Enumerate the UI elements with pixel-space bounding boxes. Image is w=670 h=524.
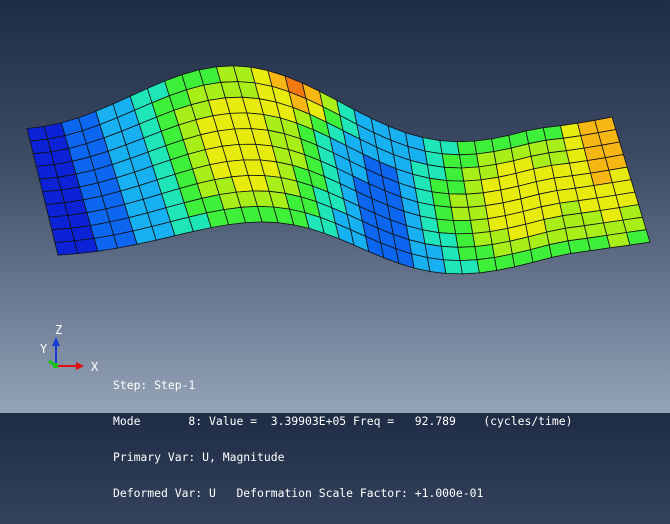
mesh-element — [459, 259, 480, 275]
mesh-element — [606, 232, 631, 249]
x-axis-label: X — [91, 360, 99, 374]
mesh-element — [467, 205, 489, 221]
mesh-element — [427, 257, 447, 274]
triad-axes-icon — [48, 337, 84, 370]
mesh-element — [48, 215, 72, 231]
mesh-element — [470, 218, 491, 234]
mesh-element — [542, 125, 564, 141]
mesh-element — [433, 205, 454, 222]
state-block: Step: Step-1 Mode 8: Value = 3.39903E+05… — [113, 355, 572, 523]
mesh-element — [446, 180, 467, 195]
mesh-element — [38, 176, 62, 193]
mesh-element — [429, 177, 450, 195]
mesh-element — [439, 140, 460, 156]
mesh-element — [32, 151, 55, 167]
mode-text: Mode 8: Value = 3.39903E+05 Freq = 92.78… — [113, 414, 573, 428]
mesh-element — [441, 153, 463, 169]
z-axis-label: Z — [55, 323, 63, 337]
mesh-element — [443, 166, 465, 182]
mesh-element — [431, 191, 452, 208]
x-axis-head — [76, 362, 84, 370]
mesh-element — [474, 244, 495, 261]
step-text: Step: Step-1 — [113, 378, 196, 392]
mesh-element — [472, 231, 493, 248]
mesh-element — [476, 257, 498, 274]
mesh-element — [455, 233, 476, 248]
mesh-element — [450, 206, 471, 222]
deformed-var-text: Deformed Var: U Deformation Scale Factor… — [113, 486, 484, 500]
mesh-element — [586, 234, 611, 252]
mesh-element — [443, 259, 463, 275]
mesh-element — [42, 189, 66, 205]
mesh-element — [51, 227, 76, 243]
mesh-element — [456, 140, 478, 156]
mesh-element — [436, 218, 457, 235]
mesh-element — [440, 245, 461, 262]
mesh-element — [45, 202, 69, 218]
mesh-element — [438, 232, 459, 248]
primary-var-text: Primary Var: U, Magnitude — [113, 450, 285, 464]
mesh-element — [74, 237, 99, 255]
mesh-element — [625, 229, 651, 246]
mesh-element — [448, 193, 469, 208]
mesh-element — [461, 166, 482, 182]
deformed-mesh-plot — [26, 65, 651, 275]
z-axis-head — [52, 337, 60, 346]
mesh-element — [452, 219, 474, 235]
origin-marker — [53, 363, 58, 368]
mesh-element — [567, 237, 591, 254]
viewport[interactable]: Z Y X Step: Step-1 Mode 8: Value = 3.399… — [0, 0, 670, 499]
mesh-element — [457, 246, 478, 262]
mesh-element — [463, 179, 484, 195]
coordinate-triad: Z Y X — [38, 322, 108, 382]
y-axis-label: Y — [40, 342, 48, 356]
mesh-element — [545, 137, 567, 154]
mesh-element — [465, 192, 487, 208]
mesh-element — [458, 153, 480, 169]
mesh-element — [54, 240, 79, 256]
